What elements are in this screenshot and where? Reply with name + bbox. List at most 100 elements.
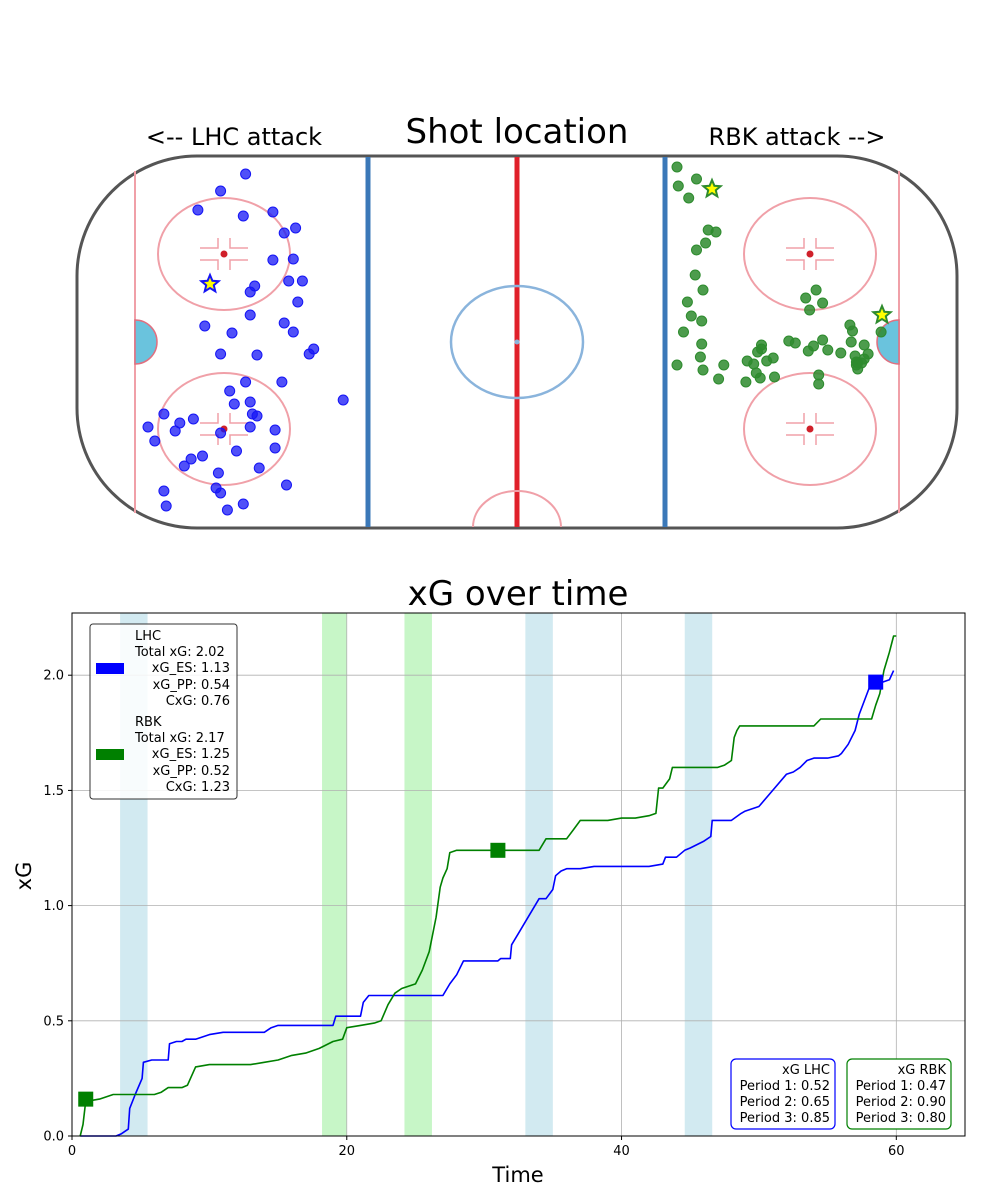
rbk-shot-marker [678,326,689,338]
period-box-rbk-frame [846,1058,952,1130]
lhc-shot-marker [215,427,227,439]
legend-swatch-lhc [96,663,124,674]
referee-crease [472,490,562,528]
rbk-shot-marker [800,292,812,304]
rbk-shot-marker [671,359,683,371]
y-tick-label: 0.5 [43,1014,64,1029]
lhc-shot-marker [158,485,170,497]
plot-series [79,635,897,1137]
lhc-shot-marker [231,445,242,457]
lhc-shot-marker [160,500,172,512]
rbk-shot-marker [710,226,722,238]
rbk-shot-marker [750,367,762,379]
rink-left-label: <-- LHC attack [146,123,322,151]
lhc-shot-marker [292,296,304,308]
y-tick-label: 1.5 [43,784,64,799]
lhc-goal-marker [198,272,222,294]
period-box-rbk-p1: Period 1: 0.47 [856,1079,946,1094]
lhc-shot-marker [240,168,252,180]
lhc-shot-marker [228,398,240,410]
legend-lhc-total: Total xG: 2.02 [134,645,225,660]
rbk-shot-marker [817,334,829,346]
rbk-shot-marker [671,161,683,173]
goal-marker-rbk [490,842,506,858]
lhc-shot-marker [290,222,302,234]
rbk-shot-marker [810,284,822,296]
legend-frame [89,623,238,800]
lhc-shot-marker [142,421,154,433]
legend-rbk-es: xG_ES: 1.25 [152,747,230,762]
rink-right-label: RBK attack --> [709,123,886,151]
center-faceoff-dot [514,339,520,345]
rbk-shot-marker [697,284,709,296]
rbk-goal-marker [870,303,894,325]
lhc-shot-marker [185,453,197,465]
lhc-shot-marker [187,413,199,425]
lhc-shot-marker [244,421,256,433]
period-box-rbk-p3: Period 3: 0.80 [856,1111,946,1126]
rbk-shot-marker [718,359,730,371]
rbk-shot-marker [691,173,702,185]
lhc-shot-marker [192,204,204,216]
lhc-shot-marker [240,376,252,388]
period-box-lhc-title: xG LHC [782,1063,830,1078]
lhc-shot-marker [237,210,249,222]
lhc-shot-marker [244,286,256,298]
left-goal-crease [134,319,158,365]
faceoff-circle-top-left [157,197,291,311]
rbk-shot-marker [740,376,752,388]
rbk-shot-marker [822,344,834,356]
lhc-shot-marker [224,385,236,397]
rbk-shot-marker [683,192,695,204]
rbk-goal-marker [700,177,724,199]
lhc-shot-marker [169,425,181,437]
lhc-shot-marker [197,450,208,462]
period-box-lhc-p2: Period 2: 0.65 [740,1095,830,1110]
rbk-shot-marker [845,336,857,348]
rbk-shot-marker [835,347,847,359]
goal-marker-lhc [868,674,884,690]
rink-surface [75,154,959,530]
rbk-shot-marker [713,373,725,385]
y-tick-label: 1.0 [43,899,64,914]
rbk-shot-marker [804,304,816,316]
period-box-lhc-p1: Period 1: 0.52 [740,1079,830,1094]
rbk-shot-marker [858,339,870,351]
legend-lhc-es: xG_ES: 1.13 [152,661,230,676]
lhc-shot-marker [253,462,265,474]
rbk-shot-marker [691,244,702,256]
lhc-shot-marker [267,206,279,218]
rbk-shot-marker [681,296,693,308]
shaded-period-rbk [322,613,347,1136]
legend-lhc-cxg: CxG: 0.76 [166,694,230,709]
rbk-shot-marker [748,358,760,370]
legend-rbk-cxg: CxG: 1.23 [166,780,230,795]
lhc-shot-marker [278,317,290,329]
lhc-shot-marker [269,424,281,436]
lhc-shot-marker [287,326,299,338]
period-box-rbk-p2: Period 2: 0.90 [856,1095,946,1110]
period-box-rbk-title: xG RBK [898,1063,947,1078]
lhc-shot-marker [251,349,263,361]
plot-frame [71,612,966,1137]
rbk-shot-marker [696,315,708,327]
series-line-lhc [80,670,895,1137]
lhc-shot-marker [244,309,256,321]
rbk-shot-marker [847,325,858,337]
period-box-lhc: xG LHC Period 1: 0.52 Period 2: 0.65 Per… [730,1058,836,1130]
lhc-shot-marker [158,408,170,420]
lhc-shot-marker [337,394,349,406]
center-faceoff-circle [449,284,585,400]
lhc-shot-marker [287,253,299,265]
period-box-rbk: xG RBK Period 1: 0.47 Period 2: 0.90 Per… [846,1058,952,1130]
series-line-rbk [79,635,897,1137]
legend-lhc-name: LHC [135,629,161,644]
shaded-period-lhc [525,613,553,1136]
rbk-shot-marker [817,297,829,309]
legend-rbk-name: RBK [135,715,162,730]
rbk-shot-marker [789,337,801,349]
lhc-shot-marker [283,275,295,287]
shot-location-rink: Shot location <-- LHC attack RBK attack … [75,112,959,530]
period-box-lhc-frame [730,1058,836,1130]
shaded-period-lhc [684,613,713,1136]
